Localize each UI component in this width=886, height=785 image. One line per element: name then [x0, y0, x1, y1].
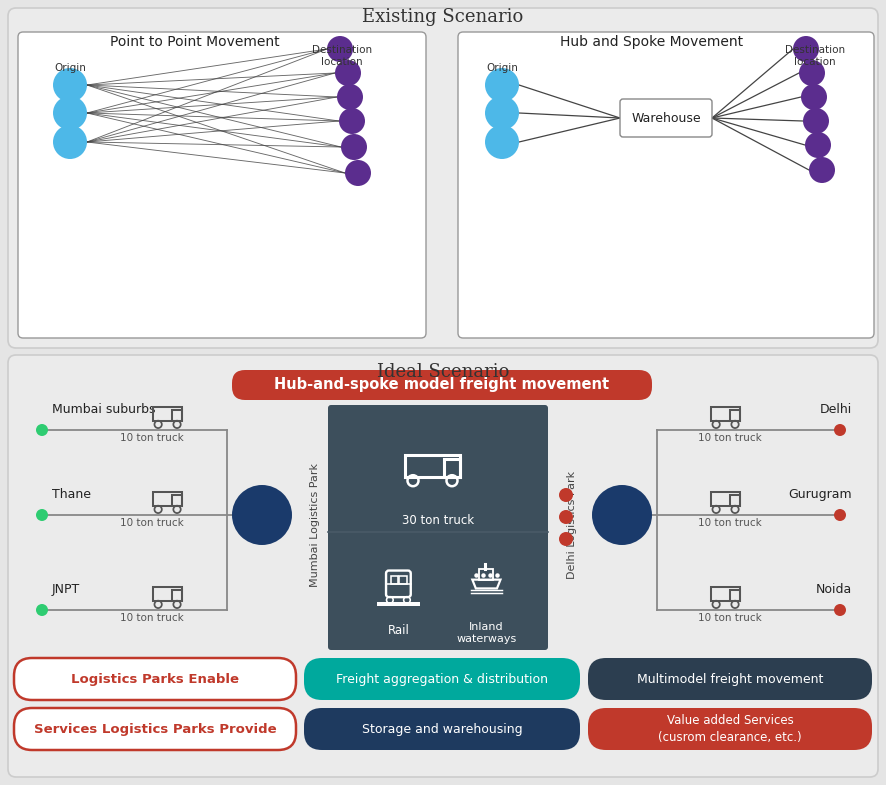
FancyBboxPatch shape [232, 370, 652, 400]
Text: Inland
waterways: Inland waterways [456, 622, 517, 644]
Circle shape [36, 424, 48, 436]
FancyBboxPatch shape [14, 658, 296, 700]
Circle shape [559, 488, 573, 502]
Text: Origin: Origin [486, 63, 518, 73]
Circle shape [335, 60, 361, 86]
Text: Warehouse: Warehouse [631, 111, 701, 125]
Bar [711, 491, 741, 506]
Text: 10 ton truck: 10 ton truck [120, 613, 184, 623]
Text: 10 ton truck: 10 ton truck [698, 613, 762, 623]
Text: Value added Services
(cusrom clearance, etc.): Value added Services (cusrom clearance, … [658, 714, 802, 743]
Circle shape [485, 125, 519, 159]
Text: Hub-and-spoke model freight movement: Hub-and-spoke model freight movement [275, 378, 610, 392]
Text: Mumbai Logistics Park: Mumbai Logistics Park [310, 463, 320, 587]
Text: Point to Point Movement: Point to Point Movement [110, 35, 280, 49]
Circle shape [53, 125, 87, 159]
Circle shape [809, 157, 835, 183]
FancyBboxPatch shape [14, 708, 296, 750]
Text: Thane: Thane [52, 488, 91, 501]
Bar [153, 586, 183, 601]
Text: Origin: Origin [54, 63, 86, 73]
FancyBboxPatch shape [304, 658, 580, 700]
Bar [730, 495, 741, 506]
Text: Hub and Spoke Movement: Hub and Spoke Movement [560, 35, 743, 49]
Text: Delhi Logistics Park: Delhi Logistics Park [567, 471, 577, 579]
Text: 30 ton truck: 30 ton truck [402, 513, 474, 527]
Circle shape [559, 532, 573, 546]
Text: Destination
location: Destination location [785, 45, 845, 68]
Text: Destination
location: Destination location [312, 45, 372, 68]
Circle shape [53, 68, 87, 102]
Circle shape [559, 510, 573, 524]
Circle shape [339, 108, 365, 134]
Text: Gurugram: Gurugram [789, 488, 852, 501]
Text: JNPT: JNPT [52, 583, 81, 596]
Circle shape [834, 424, 846, 436]
Bar [405, 455, 460, 476]
Bar [730, 410, 741, 422]
Circle shape [345, 160, 371, 186]
Circle shape [834, 509, 846, 521]
Circle shape [801, 84, 827, 110]
Bar [444, 458, 460, 476]
Text: Existing Scenario: Existing Scenario [362, 8, 524, 26]
Text: 10 ton truck: 10 ton truck [698, 433, 762, 443]
Text: Logistics Parks Enable: Logistics Parks Enable [71, 673, 239, 685]
Circle shape [53, 96, 87, 130]
Bar [172, 590, 183, 601]
Bar [711, 586, 741, 601]
Circle shape [803, 108, 829, 134]
Text: Ideal Scenario: Ideal Scenario [377, 363, 509, 381]
Bar [172, 495, 183, 506]
Circle shape [485, 96, 519, 130]
FancyBboxPatch shape [458, 32, 874, 338]
Bar [730, 590, 741, 601]
FancyBboxPatch shape [328, 405, 548, 650]
Bar [479, 569, 494, 579]
Text: 10 ton truck: 10 ton truck [698, 518, 762, 528]
FancyBboxPatch shape [18, 32, 426, 338]
FancyBboxPatch shape [620, 99, 712, 137]
Bar [172, 410, 183, 422]
FancyBboxPatch shape [588, 708, 872, 750]
Text: Rail: Rail [387, 624, 409, 637]
Circle shape [36, 509, 48, 521]
Circle shape [327, 36, 353, 62]
Circle shape [805, 132, 831, 158]
FancyBboxPatch shape [8, 355, 878, 777]
Text: Multimodel freight movement: Multimodel freight movement [637, 673, 823, 685]
Text: Delhi: Delhi [820, 403, 852, 416]
Circle shape [341, 134, 367, 160]
Bar [400, 576, 407, 584]
Bar [153, 407, 183, 422]
Circle shape [799, 60, 825, 86]
Bar [391, 576, 399, 584]
Bar [711, 407, 741, 422]
Circle shape [592, 485, 652, 545]
FancyBboxPatch shape [304, 708, 580, 750]
Text: Storage and warehousing: Storage and warehousing [361, 722, 523, 736]
Text: Noida: Noida [816, 583, 852, 596]
Circle shape [232, 485, 292, 545]
Circle shape [36, 604, 48, 616]
Circle shape [834, 604, 846, 616]
Text: Mumbai suburbs: Mumbai suburbs [52, 403, 156, 416]
Circle shape [485, 68, 519, 102]
Circle shape [337, 84, 363, 110]
Text: Freight aggregation & distribution: Freight aggregation & distribution [336, 673, 548, 685]
Text: Services Logistics Parks Provide: Services Logistics Parks Provide [34, 722, 276, 736]
Bar [153, 491, 183, 506]
FancyBboxPatch shape [588, 658, 872, 700]
Circle shape [793, 36, 819, 62]
Text: 10 ton truck: 10 ton truck [120, 433, 184, 443]
FancyBboxPatch shape [8, 8, 878, 348]
Text: 10 ton truck: 10 ton truck [120, 518, 184, 528]
